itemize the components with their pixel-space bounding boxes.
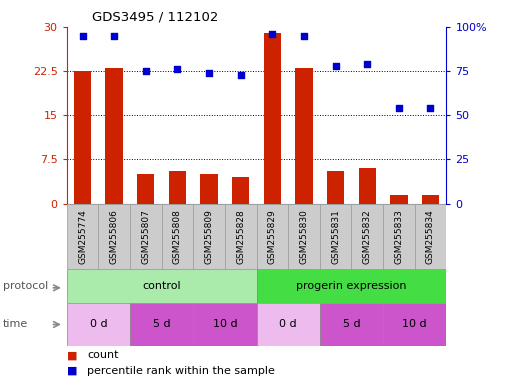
Bar [67,303,130,346]
Text: count: count [87,350,119,360]
Bar [67,269,256,303]
Bar [98,204,130,269]
Point [78,33,87,39]
Text: GDS3495 / 112102: GDS3495 / 112102 [92,10,219,23]
Bar [193,204,225,269]
Text: ■: ■ [67,350,77,360]
Bar [264,33,281,204]
Bar [74,71,91,204]
Text: 10 d: 10 d [402,319,427,329]
Point [300,33,308,39]
Point [331,63,340,69]
Text: GSM255830: GSM255830 [300,209,308,263]
Text: GSM255806: GSM255806 [110,209,119,263]
Text: 0 d: 0 d [89,319,107,329]
Text: 10 d: 10 d [212,319,237,329]
Text: 5 d: 5 d [153,319,170,329]
Text: GSM255808: GSM255808 [173,209,182,263]
Text: GSM255774: GSM255774 [78,209,87,263]
Bar [130,204,162,269]
Bar [422,195,439,204]
Point [110,33,118,39]
Text: GSM255834: GSM255834 [426,209,435,263]
Text: protocol: protocol [3,281,48,291]
Text: progerin expression: progerin expression [296,281,407,291]
Bar [359,168,376,204]
Point [268,31,277,37]
Point [205,70,213,76]
Bar [162,204,193,269]
Bar [383,204,415,269]
Bar [327,171,344,204]
Bar [106,68,123,204]
Bar [256,204,288,269]
Point [236,71,245,78]
Bar [351,204,383,269]
Bar [320,303,383,346]
Bar [320,204,351,269]
Text: 5 d: 5 d [343,319,360,329]
Text: GSM255832: GSM255832 [363,209,372,263]
Text: ■: ■ [67,366,77,376]
Text: percentile rank within the sample: percentile rank within the sample [87,366,275,376]
Text: GSM255807: GSM255807 [141,209,150,263]
Text: GSM255829: GSM255829 [268,209,277,263]
Bar [130,303,193,346]
Point [394,105,403,111]
Bar [169,171,186,204]
Bar [256,303,320,346]
Bar [201,174,218,204]
Point [426,105,435,111]
Bar [256,269,446,303]
Bar [232,177,249,204]
Text: GSM255828: GSM255828 [236,209,245,263]
Text: GSM255809: GSM255809 [205,209,213,263]
Bar [390,195,407,204]
Point [173,66,182,72]
Text: GSM255831: GSM255831 [331,209,340,263]
Point [142,68,150,74]
Bar [415,204,446,269]
Bar [288,204,320,269]
Bar [295,68,312,204]
Bar [383,303,446,346]
Point [363,61,371,67]
Text: time: time [3,319,28,329]
Bar [225,204,256,269]
Text: 0 d: 0 d [279,319,297,329]
Bar [137,174,154,204]
Text: control: control [142,281,181,291]
Text: GSM255833: GSM255833 [394,209,403,263]
Bar [193,303,256,346]
Bar [67,204,98,269]
